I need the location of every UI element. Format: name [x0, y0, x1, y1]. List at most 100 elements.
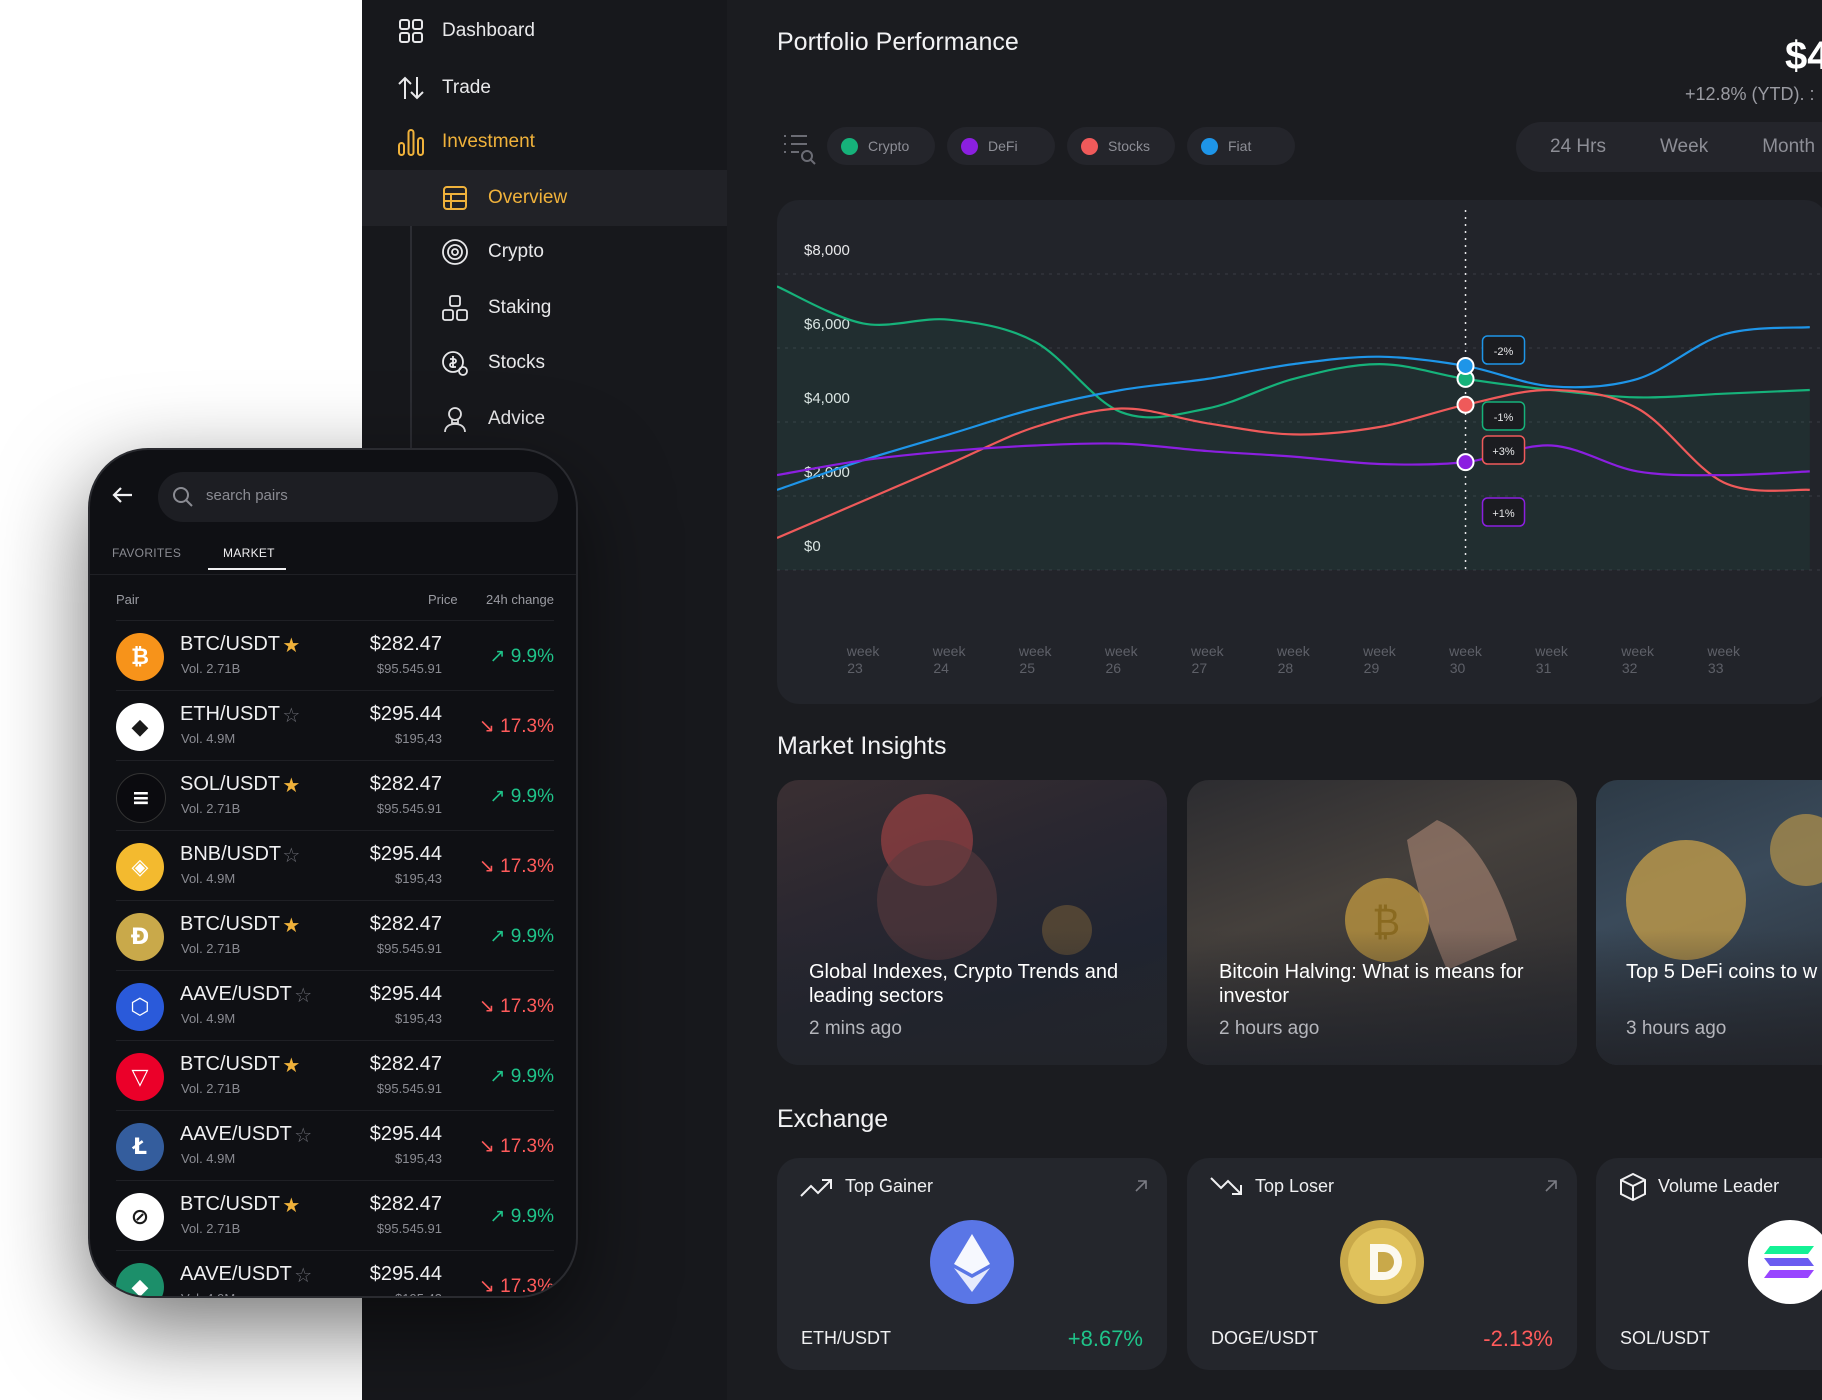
pair-volume: Vol. 4.9M [181, 1151, 236, 1166]
star-outline-icon[interactable]: ☆ [282, 845, 301, 867]
submenu-guide [410, 170, 412, 460]
star-outline-icon[interactable]: ☆ [294, 985, 313, 1007]
arrow-down-right-icon: ↘ [478, 856, 495, 877]
doge-icon: Ð [116, 913, 164, 961]
filter-chip-crypto[interactable]: Crypto [827, 127, 935, 165]
pair-volume: Vol. 4.9M [181, 731, 236, 746]
crypto-area [777, 286, 1810, 570]
x-tick-label: 26 [1105, 660, 1121, 676]
pair-change: ↘ 17.3% [479, 715, 554, 738]
nav-dashboard[interactable]: Dashboard [362, 5, 727, 57]
market-row[interactable]: ⊘ BTC/USDT Vol. 2.71B $282.47 $95.545.91 ↗ 9.… [116, 1180, 554, 1251]
market-row[interactable]: ◈ BNB/USDT Vol. 4.9M $295.44 $195,43 ↘ 17.3% ☆ [116, 830, 554, 901]
pair-price: $282.47 [369, 1053, 442, 1075]
star-filled-icon[interactable]: ★ [282, 775, 301, 797]
pair-price-sub: $95.545.91 [376, 801, 442, 816]
back-arrow-icon[interactable] [112, 486, 134, 504]
y-tick-label: $4,000 [804, 390, 850, 407]
pair-price-sub: $195,43 [395, 1011, 442, 1026]
top-loser-card[interactable]: Top Loser DOGE/USDT -2.13% [1187, 1158, 1577, 1370]
top-gainer-card[interactable]: Top Gainer ETH/USDT +8.67% [777, 1158, 1167, 1370]
ethereum-icon: ◆ [116, 703, 164, 751]
pair-price: $282.47 [369, 1193, 442, 1215]
range-week[interactable]: Week [1659, 136, 1709, 157]
star-filled-icon[interactable]: ★ [282, 635, 301, 657]
pair-volume: Vol. 4.9M [181, 1011, 236, 1026]
news-time: 2 hours ago [1219, 1018, 1320, 1039]
market-row[interactable]: Ł AAVE/USDT Vol. 4.9M $295.44 $195,43 ↘ 17.3%… [116, 1110, 554, 1181]
search-input[interactable]: search pairs [158, 472, 558, 522]
page-title: Portfolio Performance [777, 28, 1019, 56]
pair-price-sub: $95.545.91 [376, 1081, 442, 1096]
market-row[interactable]: ▽ BTC/USDT Vol. 2.71B $282.47 $95.545.91 ↗ 9.… [116, 1040, 554, 1111]
arrow-down-right-icon: ↘ [478, 716, 495, 737]
filter-chip-stocks[interactable]: Stocks [1067, 127, 1175, 165]
star-outline-icon[interactable]: ☆ [282, 705, 301, 727]
series-line-crypto [777, 285, 1810, 419]
marker-point-fiat [1456, 356, 1475, 375]
subnav-overview[interactable]: Overview [362, 170, 727, 226]
tab-favorites[interactable]: FAVORITES [112, 546, 182, 560]
star-filled-icon[interactable]: ★ [282, 1195, 301, 1217]
x-tick-label-top: week [1706, 643, 1741, 659]
market-row[interactable]: ₿ BTC/USDT Vol. 2.71B $282.47 $95.545.91 ↗ 9.… [116, 620, 554, 691]
mobile-market-panel: search pairs FAVORITES MARKET Pair Price… [88, 448, 578, 1298]
subnav-stocks[interactable]: Stocks [362, 335, 727, 391]
tab-market[interactable]: MARKET [223, 546, 275, 560]
x-tick-label-top: week [932, 643, 967, 659]
news-card-1[interactable]: Global Indexes, Crypto Trends and leadin… [777, 780, 1167, 1065]
dollar-gear-icon [440, 348, 470, 378]
grid-icon [396, 16, 426, 46]
card-pair: SOL/USDT [1620, 1328, 1711, 1348]
portfolio-chart: $8,000 $6,000 $4,000 $2,000 $0 -2% -1% +3% +1% we… [777, 200, 1822, 704]
pair-price-sub: $195,43 [395, 871, 442, 886]
pair-change: ↘ 17.3% [479, 855, 554, 878]
market-row[interactable]: ◆ AAVE/USDT Vol. 4.9M $295.44 $195,43 ↘ 17.3%… [116, 1250, 554, 1296]
subnav-crypto[interactable]: Crypto [362, 224, 727, 280]
y-tick-label: $6,000 [804, 316, 850, 333]
card-label: Top Loser [1255, 1176, 1335, 1196]
open-arrow-icon[interactable] [1543, 1178, 1559, 1194]
pair-name: BTC/USDT [180, 633, 280, 655]
market-row[interactable]: Ð BTC/USDT Vol. 2.71B $282.47 $95.545.91 ↗ 9.… [116, 900, 554, 971]
market-row[interactable]: ⬡ AAVE/USDT Vol. 4.9M $295.44 $195,43 ↘ 17.3%… [116, 970, 554, 1041]
filter-icon[interactable] [781, 130, 817, 171]
arrow-up-right-icon: ↗ [489, 786, 506, 807]
series-line-defi [777, 442, 1810, 477]
nav-label: Investment [442, 131, 535, 152]
change-value: 17.3% [500, 716, 554, 737]
subnav-label: Stocks [488, 352, 546, 373]
volume-leader-card[interactable]: Volume Leader SOL/USDT [1596, 1158, 1822, 1370]
pair-volume: Vol. 2.71B [181, 1221, 241, 1236]
star-filled-icon[interactable]: ★ [282, 1055, 301, 1077]
subnav-staking[interactable]: Staking [362, 280, 727, 336]
pair-name: BTC/USDT [180, 913, 280, 935]
coin-icon [440, 237, 470, 267]
market-row[interactable]: ≡ SOL/USDT Vol. 2.71B $282.47 $95.545.91 ↗ 9.… [116, 760, 554, 831]
star-filled-icon[interactable]: ★ [282, 915, 301, 937]
news-card-2[interactable]: ₿ Bitcoin Halving: What is means for inv… [1187, 780, 1577, 1065]
filter-chip-fiat[interactable]: Fiat [1187, 127, 1295, 165]
x-tick-label-top: week [1362, 643, 1397, 659]
range-24h[interactable]: 24 Hrs [1550, 136, 1606, 157]
change-badge-label: +3% [1492, 446, 1515, 458]
filter-chip-defi[interactable]: DeFi [947, 127, 1055, 165]
star-outline-icon[interactable]: ☆ [294, 1265, 313, 1287]
star-outline-icon[interactable]: ☆ [294, 1125, 313, 1147]
x-tick-label-top: week [1190, 643, 1225, 659]
subnav-advice[interactable]: Advice [362, 391, 727, 447]
nav-investment[interactable]: Investment [362, 116, 727, 168]
news-card-3[interactable]: Top 5 DeFi coins to w 3 hours ago [1596, 780, 1822, 1065]
nav-trade[interactable]: Trade [362, 62, 727, 114]
tab-underline [208, 568, 286, 570]
arrow-up-right-icon: ↗ [489, 646, 506, 667]
fiat-dot [1201, 137, 1218, 155]
pair-name: BTC/USDT [180, 1193, 280, 1215]
pair-price-sub: $95.545.91 [376, 941, 442, 956]
market-row[interactable]: ◆ ETH/USDT Vol. 4.9M $295.44 $195,43 ↘ 17.3% ☆ [116, 690, 554, 761]
x-tick-label-top: week [1018, 643, 1053, 659]
x-tick-label: 32 [1622, 660, 1638, 676]
range-month[interactable]: Month [1762, 136, 1816, 157]
open-arrow-icon[interactable] [1133, 1178, 1149, 1194]
pair-price: $295.44 [369, 1123, 442, 1145]
